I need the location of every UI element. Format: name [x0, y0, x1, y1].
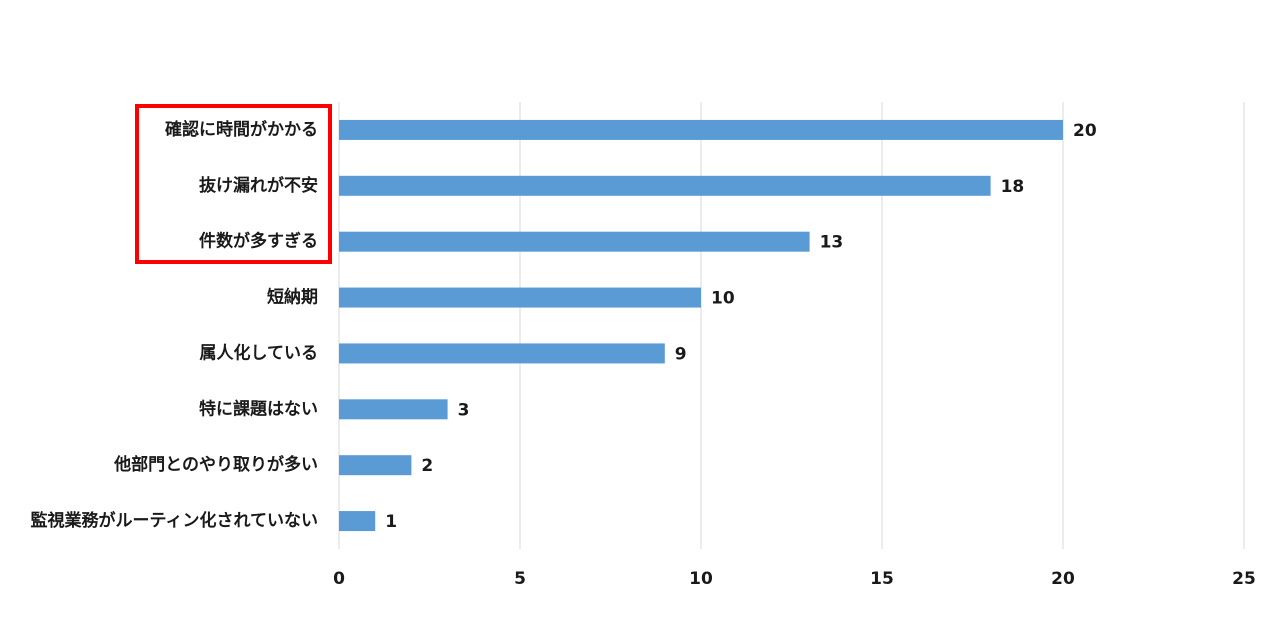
data-label: 9: [675, 344, 687, 364]
bar: [339, 399, 448, 420]
bar: [339, 511, 376, 532]
bar: [339, 455, 412, 476]
data-label: 3: [458, 400, 470, 420]
data-label: 13: [820, 233, 844, 253]
y-tick-label: 属人化している: [200, 342, 319, 363]
y-tick-label: 短納期: [267, 287, 318, 308]
data-label: 18: [1001, 177, 1025, 197]
highlight-box: [135, 104, 332, 264]
y-tick-label: 監視業務がルーティン化されていない: [31, 510, 318, 531]
x-tick-label: 25: [1232, 569, 1256, 589]
bar: [339, 175, 991, 196]
y-tick-label: 抜け漏れが不安: [199, 175, 318, 196]
bar: [339, 287, 701, 308]
y-tick-label: 件数が多すぎる: [199, 231, 318, 252]
x-tick-label: 0: [333, 569, 345, 589]
data-label: 2: [421, 456, 433, 476]
x-tick-label: 20: [1051, 569, 1075, 589]
bar: [339, 343, 665, 364]
data-label: 20: [1073, 121, 1097, 141]
y-tick-label: 特に課題はない: [199, 398, 318, 419]
bar: [339, 231, 810, 252]
x-tick-label: 10: [689, 569, 713, 589]
bar: [339, 119, 1063, 140]
x-tick-label: 5: [514, 569, 526, 589]
y-tick-label: 他部門とのやり取りが多い: [113, 454, 318, 475]
y-tick-label: 確認に時間がかかる: [165, 119, 318, 140]
x-tick-label: 15: [870, 569, 894, 589]
data-label: 1: [385, 512, 397, 532]
data-label: 10: [711, 289, 735, 309]
